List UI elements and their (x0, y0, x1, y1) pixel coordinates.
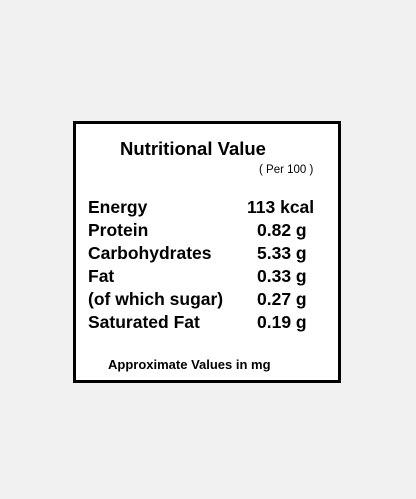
nutrient-row-energy: Energy 113 kcal (88, 196, 328, 219)
nutrient-name: Saturated Fat (88, 312, 200, 332)
nutrient-name: Carbohydrates (88, 243, 212, 263)
nutrient-value: 0.19 g (257, 312, 307, 332)
nutrient-name: Protein (88, 220, 149, 240)
nutrient-name: Fat (88, 266, 115, 286)
nutrient-value: 5.33 g (257, 243, 307, 263)
nutrient-value: 0.33 g (257, 266, 307, 286)
nutrient-name: (of which sugar) (88, 289, 224, 309)
nutrition-label: Nutritional Value ( Per 100 ) Energy 113… (73, 121, 341, 383)
nutrient-row-fat: Fat 0.33 g (88, 265, 328, 288)
nutrient-value: 113 kcal (247, 197, 315, 217)
nutrient-name: Energy (88, 197, 148, 217)
nutrient-value: 0.82 g (257, 220, 307, 240)
nutrient-row-protein: Protein 0.82 g (88, 219, 328, 242)
nutrient-row-sugar: (of which sugar) 0.27 g (88, 288, 328, 311)
label-title: Nutritional Value (120, 138, 266, 159)
nutrient-list: Energy 113 kcal Protein 0.82 g Carbohydr… (88, 196, 328, 334)
nutrient-row-carbohydrates: Carbohydrates 5.33 g (88, 242, 328, 265)
per-unit-note: ( Per 100 ) (259, 164, 314, 176)
nutrient-row-saturated-fat: Saturated Fat 0.19 g (88, 311, 328, 334)
nutrient-value: 0.27 g (257, 289, 307, 309)
approximate-values-note: Approximate Values in mg (108, 357, 271, 372)
